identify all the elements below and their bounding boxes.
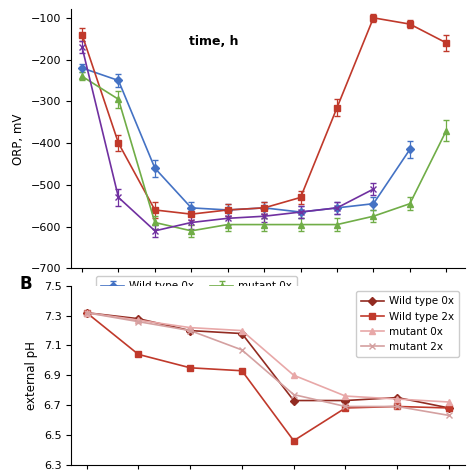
Legend: Wild type 0x, Wild type 2x, mutant 0x, mutant 2x: Wild type 0x, Wild type 2x, mutant 0x, m… [356, 291, 459, 357]
Wild type 2x [343, 405, 348, 411]
mutant 0x [394, 396, 400, 402]
Y-axis label: ORP, mV: ORP, mV [12, 113, 25, 164]
mutant 0x [136, 317, 141, 323]
Line: Wild type 2x: Wild type 2x [83, 310, 452, 444]
Line: mutant 0x: mutant 0x [83, 310, 452, 405]
Wild type 0x [187, 328, 193, 333]
mutant 0x [343, 393, 348, 399]
Wild type 2x [136, 352, 141, 357]
Wild type 2x [291, 438, 297, 444]
Wild type 2x [84, 310, 90, 316]
Wild type 0x [446, 405, 452, 411]
mutant 0x [187, 325, 193, 330]
Wild type 2x [394, 404, 400, 410]
mutant 2x [239, 347, 245, 353]
Wild type 0x [239, 331, 245, 337]
mutant 2x [136, 319, 141, 325]
Wild type 0x [291, 398, 297, 403]
Wild type 2x [187, 365, 193, 371]
mutant 2x [187, 328, 193, 333]
Wild type 2x [239, 368, 245, 374]
mutant 2x [343, 404, 348, 410]
Legend: Wild type 0x, Wild type 2x, mutant 0x, mutant 2x: Wild type 0x, Wild type 2x, mutant 0x, m… [96, 276, 297, 312]
Text: time, h: time, h [189, 36, 238, 48]
Wild type 0x [84, 310, 90, 316]
Wild type 0x [136, 316, 141, 321]
Wild type 0x [343, 398, 348, 403]
Wild type 0x [394, 395, 400, 401]
mutant 2x [394, 404, 400, 410]
mutant 0x [291, 373, 297, 378]
mutant 0x [239, 328, 245, 333]
Y-axis label: external pH: external pH [25, 341, 38, 410]
Wild type 2x [446, 405, 452, 411]
Line: Wild type 0x: Wild type 0x [83, 310, 452, 411]
mutant 0x [446, 399, 452, 405]
mutant 0x [84, 310, 90, 316]
Text: B: B [20, 275, 33, 293]
Line: mutant 2x: mutant 2x [83, 310, 452, 419]
mutant 2x [446, 412, 452, 418]
mutant 2x [84, 310, 90, 316]
mutant 2x [291, 392, 297, 397]
